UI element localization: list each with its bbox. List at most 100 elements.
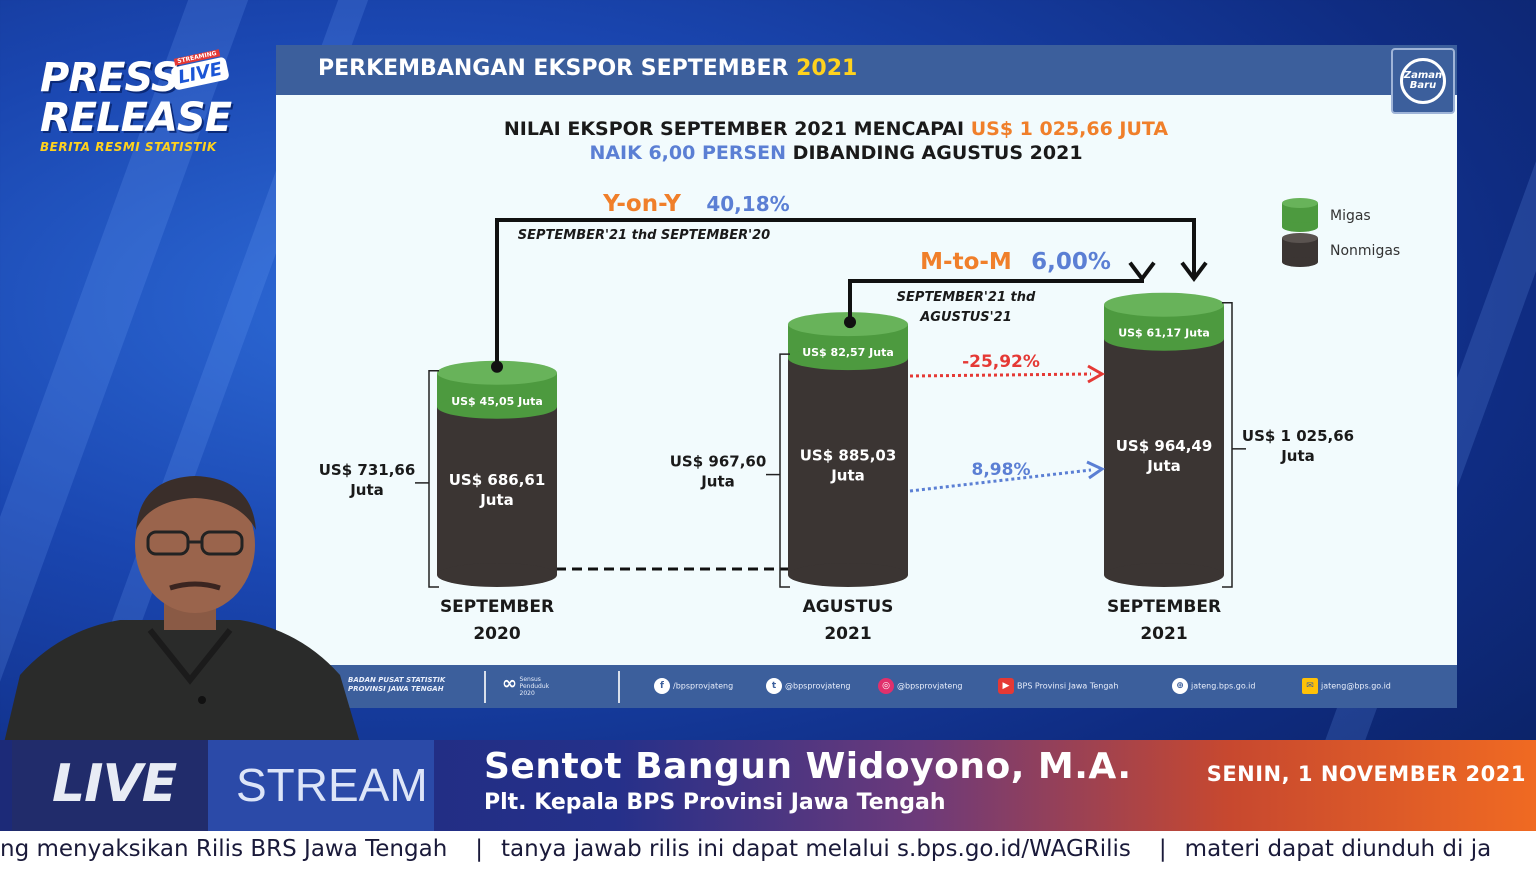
microphone-icon: [198, 696, 206, 704]
facebook-handle: /bpsprovjateng: [673, 681, 734, 691]
footer-twitter[interactable]: t @bpsprovjateng: [766, 678, 850, 694]
nonmigas-value-label: US$ 686,61: [449, 471, 546, 489]
category-year-label: 2021: [824, 624, 871, 644]
slide-title: PERKEMBANGAN EKSPOR SEPTEMBER 2021: [318, 56, 857, 81]
press-release-logo: PRESS STREAMING LIVE RELEASE BERITA RESM…: [40, 49, 250, 154]
yoy-arrow-head: [1180, 261, 1208, 283]
live-label: LIVE: [52, 754, 177, 814]
nonmigas-bar: [1104, 338, 1224, 575]
footer-divider: [484, 671, 486, 703]
footer-bps-text: BADAN PUSAT STATISTIK PROVINSI JAWA TENG…: [348, 676, 446, 693]
nonmigas-bar: [788, 358, 908, 575]
headline-line-2: NAIK 6,00 PERSEN DIBANDING AGUSTUS 2021: [276, 141, 1396, 165]
presenter-shirt: [0, 620, 365, 760]
mtm-start-dot: [844, 316, 856, 329]
mtm-value: 6,00%: [1031, 249, 1111, 275]
slide-headline: NILAI EKSPOR SEPTEMBER 2021 MENCAPAI US$…: [276, 117, 1396, 165]
twitter-icon: t: [766, 678, 782, 694]
legend-swatch-top: [1282, 233, 1318, 243]
category-label: SEPTEMBER: [440, 597, 554, 617]
headline-line-1: NILAI EKSPOR SEPTEMBER 2021 MENCAPAI US$…: [276, 117, 1396, 141]
legend-label: Migas: [1330, 208, 1371, 224]
yoy-note: SEPTEMBER'21 thd SEPTEMBER'20: [518, 228, 770, 243]
yoy-value: 40,18%: [706, 192, 789, 216]
nonmigas-bar-base: [437, 563, 557, 587]
news-ticker: ng menyaksikan Rilis BRS Jawa Tengah | tan…: [0, 831, 1536, 869]
migas-bar-bottom: [1104, 326, 1224, 351]
total-value-unit: Juta: [349, 481, 384, 499]
ticker-item: tanya jawab rilis ini dapat melalui s.bp…: [501, 836, 1131, 862]
slide-footer: BADAN PUSAT STATISTIK PROVINSI JAWA TENG…: [276, 665, 1457, 708]
headline-line1-text: NILAI EKSPOR SEPTEMBER 2021 MENCAPAI: [503, 118, 971, 140]
slide-title-year: 2021: [796, 56, 858, 81]
legend-swatch-base: [1282, 222, 1318, 232]
total-value-label: US$ 1 025,66: [1242, 427, 1354, 445]
migas-value-label: US$ 82,57 Juta: [802, 346, 894, 359]
yoy-start-dot: [491, 360, 503, 373]
migas-change-arrow: [909, 372, 1092, 378]
twitter-handle: @bpsprovjateng: [785, 681, 851, 691]
migas-bar-bottom: [437, 394, 557, 419]
category-label: AGUSTUS: [803, 597, 894, 617]
presenter-mustache: [169, 581, 221, 591]
stream-label-box: [208, 740, 434, 831]
nonmigas-change-label: 8,98%: [972, 460, 1031, 480]
footer-census-logo: ∞ Sensus Penduduk 2020: [502, 673, 562, 697]
nonmigas-value-unit: Juta: [830, 467, 865, 485]
nonmigas-bar-base: [1104, 563, 1224, 587]
footer-divider: [618, 671, 620, 703]
corner-logo-badge: Zaman Baru: [1400, 58, 1446, 104]
footer-instagram[interactable]: ◎ @bpsprovjateng: [878, 678, 962, 694]
yoy-label: Y-on-Y: [602, 191, 681, 217]
migas-bar-top: [1104, 292, 1224, 317]
footer-bps-name: BADAN PUSAT STATISTIK PROVINSI JAWA TENG…: [348, 676, 445, 694]
category-year-label: 2020: [473, 624, 520, 644]
youtube-icon: ▶: [998, 678, 1014, 694]
category-year-label: 2021: [1140, 624, 1187, 644]
footer-email[interactable]: ✉ jateng@bps.go.id: [1302, 678, 1391, 694]
ticker-separator: |: [475, 836, 484, 862]
total-value-label: US$ 731,66: [319, 461, 416, 479]
nonmigas-bar-base: [788, 563, 908, 587]
presentation-slide: PERKEMBANGAN EKSPOR SEPTEMBER 2021 Zaman…: [276, 45, 1457, 708]
presenter-video: [0, 476, 365, 760]
facebook-icon: f: [654, 678, 670, 694]
total-value-unit: Juta: [700, 473, 735, 491]
presenter-face: [135, 477, 255, 613]
nonmigas-change-arrow-head: [1086, 460, 1106, 480]
youtube-channel: BPS Provinsi Jawa Tengah: [1017, 681, 1119, 691]
export-chart: US$ 45,05 Juta US$ 686,61 Juta SEPTEMBER 202…: [319, 191, 1400, 644]
footer-youtube[interactable]: ▶ BPS Provinsi Jawa Tengah: [998, 678, 1118, 694]
headline-value: US$ 1 025,66 JUTA: [970, 118, 1169, 140]
total-value-label: US$ 967,60: [670, 453, 767, 471]
total-bracket: [428, 370, 439, 588]
headline-line2-text: DIBANDING AGUSTUS 2021: [786, 142, 1083, 164]
headline-growth: NAIK 6,00 PERSEN: [589, 142, 787, 164]
mtm-arrow-head: [1128, 261, 1156, 283]
migas-value-label: US$ 45,05 Juta: [451, 395, 543, 408]
footer-website[interactable]: ⊕ jateng.bps.go.id: [1172, 678, 1255, 694]
presenter-collar: [147, 628, 233, 685]
broadcast-date: SENIN, 1 NOVEMBER 2021: [1206, 762, 1526, 786]
ticker-item: ng menyaksikan Rilis BRS Jawa Tengah: [0, 836, 448, 862]
legend-label: Nonmigas: [1330, 243, 1400, 259]
mtm-label: M-to-M: [920, 249, 1012, 275]
website-url: jateng.bps.go.id: [1191, 681, 1256, 691]
migas-change-label: -25,92%: [962, 352, 1040, 372]
ticker-separator: |: [1158, 836, 1167, 862]
migas-value-label: US$ 61,17 Juta: [1118, 327, 1210, 340]
slide-title-text: PERKEMBANGAN EKSPOR SEPTEMBER: [318, 56, 797, 81]
stream-label: STREAM: [236, 759, 428, 811]
legend-swatch-top: [1282, 198, 1318, 208]
yoy-connector-line: [495, 218, 1196, 363]
nonmigas-value-unit: Juta: [479, 491, 514, 509]
logo-subtitle: BERITA RESMI STATISTIK: [40, 140, 217, 154]
presenter-hair: [136, 476, 256, 530]
footer-facebook[interactable]: f/bpsprovjateng: [654, 678, 733, 694]
email-address: jateng@bps.go.id: [1321, 681, 1391, 691]
slide-header: PERKEMBANGAN EKSPOR SEPTEMBER 2021: [276, 45, 1457, 95]
mtm-note: SEPTEMBER'21 thd: [897, 290, 1036, 305]
ticker-item: materi dapat diunduh di ja: [1184, 836, 1492, 862]
logo-release-text: RELEASE: [40, 95, 232, 141]
total-bracket: [779, 353, 790, 588]
